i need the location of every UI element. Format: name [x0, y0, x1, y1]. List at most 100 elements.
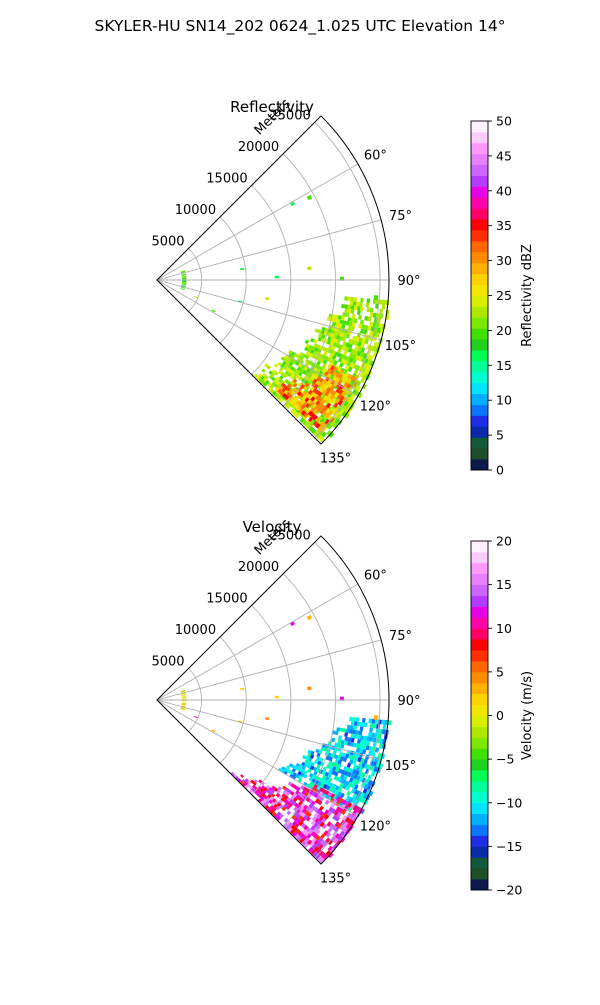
velocity-echo-gate — [317, 781, 322, 786]
reflectivity-echo-gate — [358, 337, 363, 343]
reflectivity-echo-gate — [365, 302, 370, 308]
velocity-echo-gate — [327, 777, 333, 783]
velocity-echo-gate — [352, 760, 357, 766]
velocity-colorbar-label: Velocity (m/s) — [520, 671, 535, 760]
velocity-echo-gate — [304, 810, 310, 816]
velocity-echo-gate — [306, 839, 313, 845]
reflectivity-echo-gate — [311, 346, 316, 351]
reflectivity-echo-gate — [359, 319, 364, 325]
velocity-colorbar-swatch — [471, 628, 488, 640]
reflectivity-title: Reflectivity — [230, 98, 314, 116]
reflectivity-echo-gate — [288, 369, 293, 374]
velocity-echo-gate — [345, 823, 351, 829]
velocity-range-tick-label: 5000 — [151, 654, 184, 669]
velocity-echo-gate — [280, 796, 286, 802]
velocity-echo-gate — [343, 805, 349, 812]
reflectivity-echo-gate — [315, 400, 321, 406]
reflectivity-echo-gate — [347, 373, 353, 380]
velocity-echo-gate — [297, 767, 302, 772]
reflectivity-colorbar-swatch — [471, 153, 488, 166]
velocity-scattered-gate — [373, 715, 379, 721]
reflectivity-echo-gate — [284, 370, 289, 376]
reflectivity-echo-gate — [369, 345, 374, 351]
reflectivity-echo-gate — [344, 308, 349, 313]
velocity-echo-gate — [316, 848, 322, 854]
reflectivity-colorbar-swatch — [471, 240, 488, 253]
velocity-colorbar-swatch — [471, 704, 488, 716]
reflectivity-colorbar-swatch — [471, 306, 488, 318]
velocity-echo-gate — [334, 821, 340, 828]
velocity-echo-gate — [336, 811, 342, 818]
velocity-echo-gate — [305, 806, 311, 812]
reflectivity-echo-gate — [316, 360, 321, 366]
reflectivity-echo-gate — [348, 398, 354, 405]
reflectivity-echo-gate — [327, 357, 332, 363]
reflectivity-echo-gate — [334, 392, 340, 398]
velocity-echo-gate — [310, 825, 316, 831]
velocity-echo-gate — [327, 752, 332, 758]
velocity-echo-gate — [340, 743, 345, 749]
velocity-echo-gate — [364, 763, 369, 770]
reflectivity-echo-gate — [335, 322, 340, 328]
reflectivity-echo-gate — [308, 369, 314, 375]
reflectivity-echo-gate — [336, 393, 342, 400]
reflectivity-echo-gate — [280, 371, 285, 377]
reflectivity-echo-gate — [182, 280, 187, 282]
velocity-echo-gate — [316, 764, 321, 769]
reflectivity-echo-gate — [277, 369, 283, 375]
reflectivity-echo-storm-band — [253, 296, 390, 444]
reflectivity-echo-gate — [367, 325, 372, 331]
reflectivity-echo-gate — [335, 335, 341, 340]
velocity-echo-gate — [315, 789, 321, 795]
velocity-echo-gate — [329, 823, 335, 829]
reflectivity-echo-gate — [181, 285, 186, 287]
reflectivity-echo-gate — [276, 395, 282, 401]
velocity-echo-gate — [291, 814, 297, 820]
reflectivity-echo-gate — [313, 339, 318, 344]
reflectivity-echo-gate — [372, 346, 378, 352]
velocity-echo-gate — [239, 780, 244, 785]
velocity-echo-gate — [335, 806, 341, 812]
velocity-echo-gate — [180, 690, 186, 693]
reflectivity-echo-gate — [369, 307, 374, 313]
reflectivity-echo-gate — [335, 387, 341, 394]
velocity-colorbar-swatch — [471, 835, 488, 847]
reflectivity-echo-gate — [339, 362, 344, 368]
velocity-echo-gate — [349, 759, 354, 765]
velocity-echo-gate — [352, 815, 358, 822]
velocity-echo-gate — [346, 772, 352, 778]
reflectivity-echo-gate — [318, 353, 324, 359]
reflectivity-echo-gate — [361, 367, 367, 374]
reflectivity-echo-gate — [326, 316, 331, 322]
reflectivity-echo-gate — [375, 303, 379, 309]
reflectivity-echo-gate — [307, 410, 313, 416]
velocity-echo-gate — [271, 798, 277, 803]
velocity-echo-gate — [381, 719, 385, 725]
reflectivity-echo-gate — [290, 390, 296, 396]
reflectivity-echo-gate — [370, 326, 375, 332]
velocity-echo-gate — [268, 799, 273, 804]
reflectivity-echo-gate — [316, 407, 323, 413]
velocity-range-tick-label: 10000 — [175, 623, 216, 638]
velocity-echo-gate — [283, 798, 288, 804]
reflectivity-echo-gate — [269, 388, 275, 394]
velocity-echo-gate — [289, 770, 294, 776]
reflectivity-echo-gate — [337, 315, 342, 320]
velocity-echo-gate — [301, 790, 306, 795]
velocity-echo-gate — [362, 718, 366, 723]
reflectivity-echo-gate — [315, 352, 321, 357]
reflectivity-echo-gate — [314, 328, 319, 333]
velocity-echo-gate — [378, 738, 383, 744]
reflectivity-echo-gate — [369, 321, 374, 327]
velocity-azimuth-tick-label: 105° — [385, 759, 416, 774]
velocity-echo-gate — [361, 762, 366, 769]
reflectivity-echo-gate — [286, 391, 291, 397]
reflectivity-echo-gate — [355, 301, 360, 307]
reflectivity-colorbar-swatch — [471, 371, 488, 384]
velocity-echo-gate — [277, 767, 283, 772]
velocity-echo-gate — [368, 732, 372, 737]
velocity-echo-gate — [351, 798, 357, 804]
velocity-echo-gate — [303, 804, 309, 810]
velocity-echo-gate — [291, 764, 296, 769]
reflectivity-echo-gate — [335, 343, 341, 349]
